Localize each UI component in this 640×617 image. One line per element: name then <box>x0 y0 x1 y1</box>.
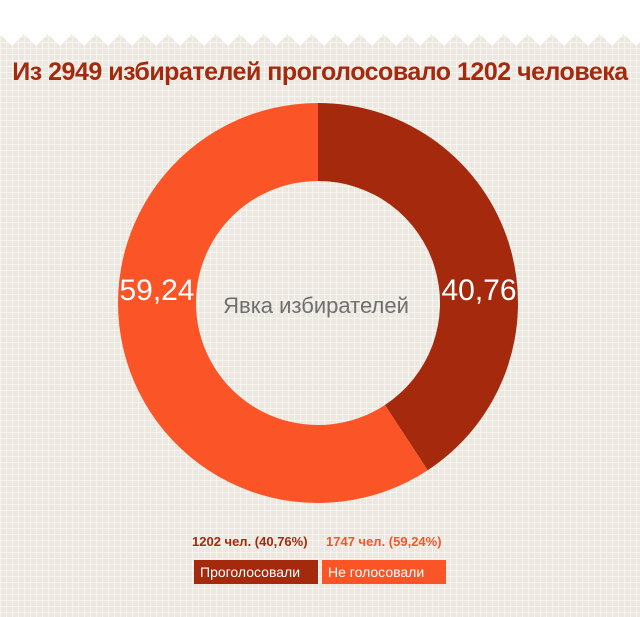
donut-slice-not-voted <box>118 103 428 504</box>
decorative-top-border <box>0 0 640 52</box>
center-label: Явка избирателей <box>223 293 409 318</box>
legend-item-voted: Проголосовали <box>194 560 318 584</box>
chart-slice-labels: 40,76 59,24 <box>119 274 516 307</box>
chart-slices <box>118 103 519 504</box>
slice-value-label-not-voted: 59,24 <box>119 274 194 307</box>
legend-item-not-voted: Не голосовали <box>322 560 446 584</box>
not-voted-count-text: 1747 чел. (59,24%) <box>326 534 442 549</box>
chart-title: Из 2949 избирателей проголосовало 1202 ч… <box>12 58 628 86</box>
donut-slice-voted <box>318 103 519 471</box>
slice-value-label-voted: 40,76 <box>441 274 516 307</box>
voted-count-text: 1202 чел. (40,76%) <box>192 534 308 549</box>
